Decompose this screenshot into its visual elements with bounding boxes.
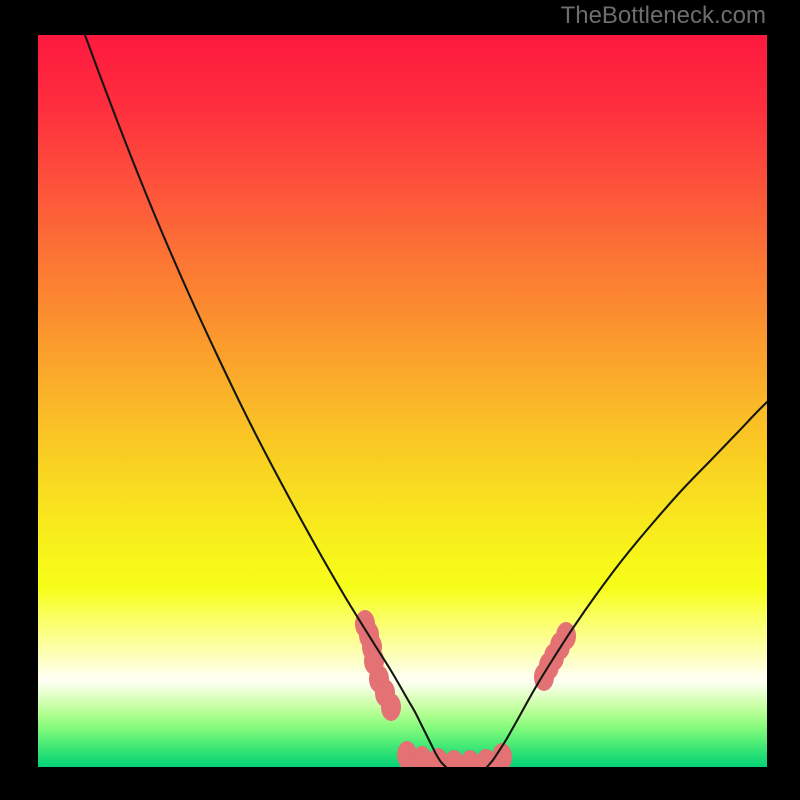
curve-layer (38, 35, 767, 767)
data-marker-icon (381, 693, 401, 721)
left-curve (85, 35, 446, 767)
watermark-text: TheBottleneck.com (561, 2, 766, 30)
right-curve (487, 402, 767, 767)
plot-area (38, 35, 767, 767)
